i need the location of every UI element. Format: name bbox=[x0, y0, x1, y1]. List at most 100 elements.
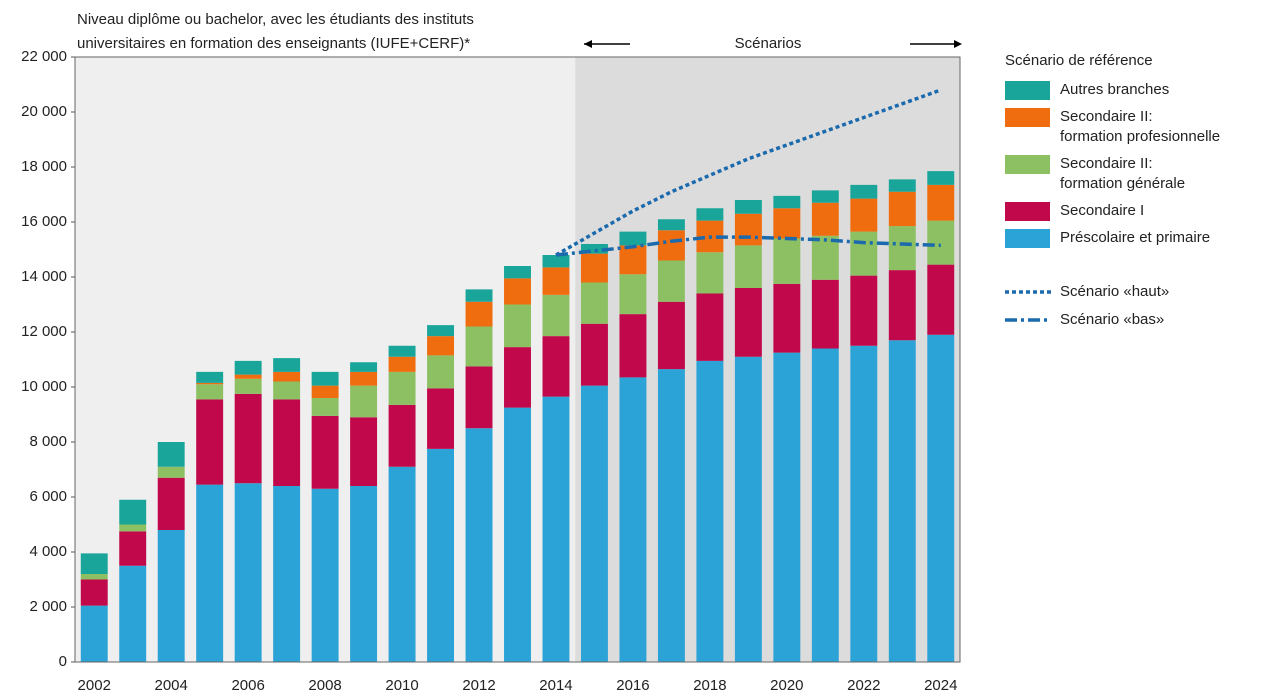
bar-segment bbox=[619, 245, 647, 275]
x-tick-label: 2002 bbox=[78, 677, 111, 694]
bar-segment bbox=[196, 399, 224, 485]
bar-segment bbox=[80, 579, 108, 606]
bar-segment bbox=[196, 382, 224, 385]
legend-title: Scénario de référence bbox=[1005, 52, 1153, 69]
legend-item: Secondaire II: formation profesionnelle bbox=[1005, 108, 1267, 147]
x-tick-label: 2006 bbox=[231, 677, 264, 694]
y-tick-label: 0 bbox=[59, 653, 67, 670]
bar-segment bbox=[696, 208, 724, 221]
bar-segment bbox=[119, 565, 147, 662]
bar-segment bbox=[542, 336, 570, 397]
bar-segment bbox=[427, 388, 455, 449]
y-tick-label: 12 000 bbox=[21, 323, 67, 340]
x-tick-label: 2018 bbox=[693, 677, 726, 694]
bar-segment bbox=[388, 345, 416, 357]
bar-segment bbox=[888, 270, 916, 341]
bar-segment bbox=[234, 360, 262, 375]
bar-segment bbox=[850, 231, 878, 276]
plot-frame bbox=[74, 56, 961, 663]
bar-segment bbox=[350, 362, 378, 372]
bar-segment bbox=[542, 267, 570, 295]
bar-segment bbox=[234, 378, 262, 394]
bar-segment bbox=[504, 347, 531, 408]
bar-segment bbox=[465, 366, 493, 429]
bar-segment bbox=[888, 340, 916, 662]
bar-segment bbox=[234, 374, 262, 379]
bar-segment bbox=[350, 371, 378, 386]
bar-segment bbox=[580, 244, 608, 254]
x-tick-label: 2012 bbox=[462, 677, 495, 694]
bar-segment bbox=[888, 191, 916, 227]
bar-segment bbox=[311, 488, 339, 662]
bar-segment bbox=[657, 219, 685, 231]
bar-segment bbox=[773, 283, 801, 353]
x-tick-label: 2016 bbox=[616, 677, 649, 694]
legend-label: Scénario «haut» bbox=[1060, 282, 1170, 300]
bar-segment bbox=[734, 213, 762, 246]
bar-segment bbox=[388, 371, 416, 405]
legend-label: Scénario «bas» bbox=[1060, 310, 1165, 328]
y-tick-label: 4 000 bbox=[29, 543, 67, 560]
bar-segment bbox=[773, 238, 801, 284]
bar-segment bbox=[773, 195, 801, 209]
y-tick-label: 8 000 bbox=[29, 433, 67, 450]
bar-segment bbox=[811, 202, 839, 236]
bar-segment bbox=[773, 208, 801, 239]
bar-segment bbox=[465, 326, 493, 367]
bar-segment bbox=[657, 301, 685, 370]
bar-segment bbox=[542, 255, 570, 268]
bar-segment bbox=[157, 466, 185, 478]
bar-segment bbox=[427, 325, 455, 337]
bar-segment bbox=[657, 260, 685, 302]
bar-segment bbox=[850, 198, 878, 232]
y-tick-label: 22 000 bbox=[21, 48, 67, 65]
legend-item: Scénario «bas» bbox=[1005, 310, 1267, 330]
y-tick-label: 10 000 bbox=[21, 378, 67, 395]
bar-segment bbox=[273, 358, 301, 372]
bar-segment bbox=[119, 531, 147, 566]
x-tick-label: 2022 bbox=[847, 677, 880, 694]
legend-swatch bbox=[1005, 155, 1050, 174]
bar-segment bbox=[927, 264, 955, 335]
note-line: Niveau diplôme ou bachelor, avec les étu… bbox=[77, 11, 474, 28]
legend-item: Secondaire I bbox=[1005, 202, 1267, 221]
bar-segment bbox=[811, 190, 839, 203]
bar-segment bbox=[504, 304, 531, 348]
bar-segment bbox=[311, 371, 339, 386]
bar-segment bbox=[311, 398, 339, 416]
y-tick-label: 14 000 bbox=[21, 268, 67, 285]
bar-segment bbox=[196, 484, 224, 662]
legend-line bbox=[1005, 318, 1051, 322]
x-tick-label: 2008 bbox=[308, 677, 341, 694]
arrow-head bbox=[954, 40, 962, 48]
bar-segment bbox=[196, 371, 224, 383]
bar-segment bbox=[119, 524, 147, 532]
bar-segment bbox=[273, 399, 301, 486]
bar-segment bbox=[619, 274, 647, 315]
bar-segment bbox=[734, 200, 762, 214]
legend-line bbox=[1005, 290, 1051, 294]
scenario-line bbox=[555, 88, 942, 257]
bar-segment bbox=[580, 323, 608, 386]
bar-segment bbox=[850, 275, 878, 346]
legend-swatch bbox=[1005, 108, 1050, 127]
bar-segment bbox=[234, 393, 262, 484]
bar-segment bbox=[311, 415, 339, 489]
bar-segment bbox=[734, 356, 762, 662]
bar-segment bbox=[734, 245, 762, 288]
legend-spacer bbox=[1005, 256, 1267, 282]
bar-segment bbox=[619, 314, 647, 378]
note-line: universitaires en formation des enseigna… bbox=[77, 35, 470, 52]
bar-segment bbox=[811, 279, 839, 349]
bar-segment bbox=[504, 266, 531, 279]
bar-segment bbox=[542, 294, 570, 337]
x-tick-label: 2024 bbox=[924, 677, 957, 694]
bar-segment bbox=[927, 184, 955, 221]
bar-segment bbox=[696, 293, 724, 361]
bar-segment bbox=[273, 486, 301, 662]
bar-segment bbox=[465, 428, 493, 662]
y-tick-label: 20 000 bbox=[21, 103, 67, 120]
bar-segment bbox=[427, 448, 455, 662]
x-tick-label: 2014 bbox=[539, 677, 572, 694]
bar-segment bbox=[196, 384, 224, 400]
